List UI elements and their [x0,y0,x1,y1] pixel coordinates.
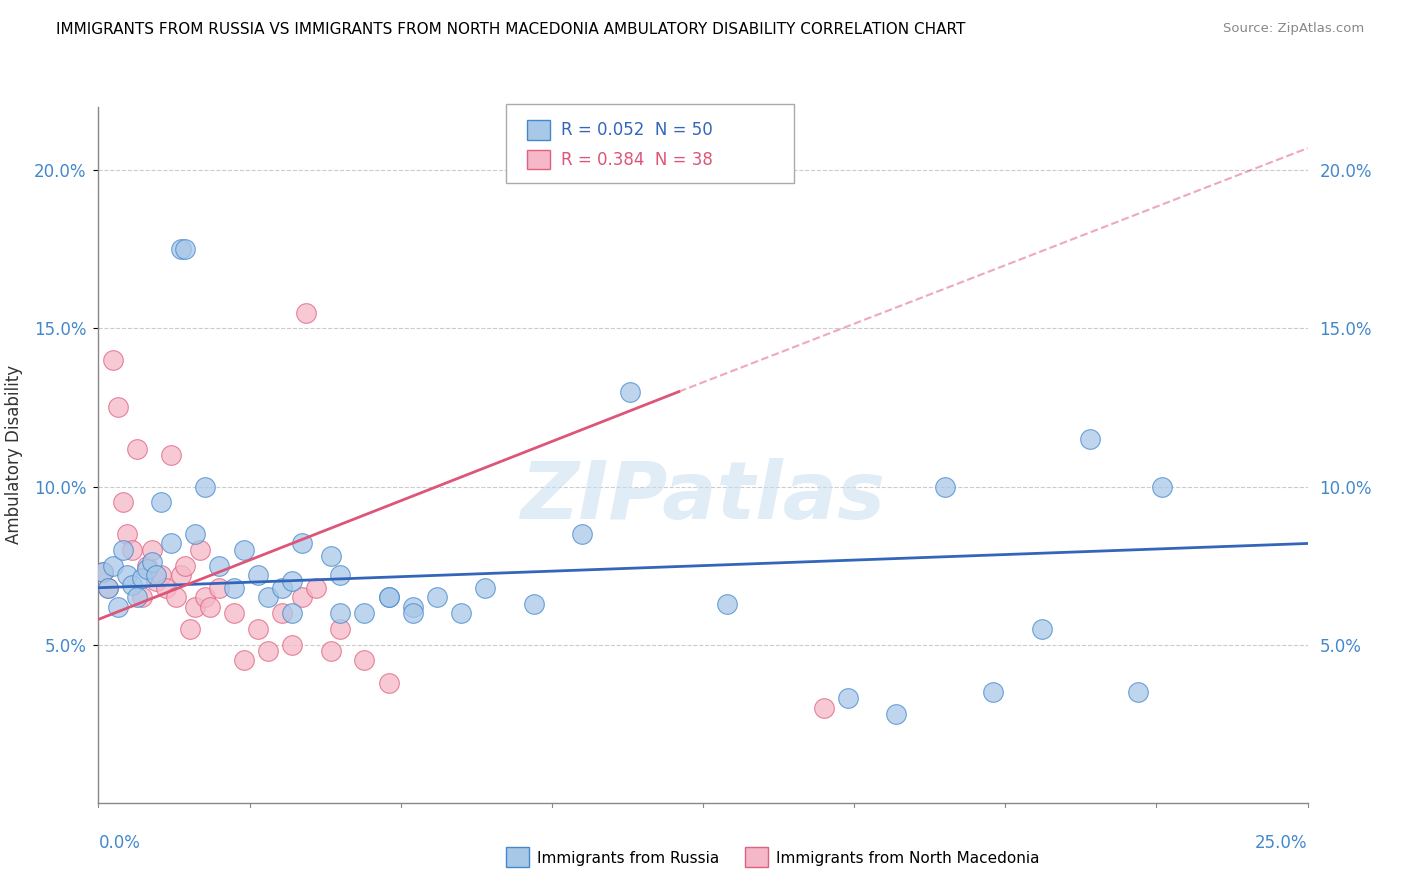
Point [295,305,318,319]
Point [232,653,254,667]
Text: 0.0%: 0.0% [98,834,141,852]
Point [377,591,399,605]
Point [117,568,139,582]
Point [305,581,328,595]
Point [426,591,449,605]
Point [141,556,163,570]
Point [111,495,134,509]
Point [150,568,173,582]
Point [184,599,207,614]
Point [981,685,1004,699]
Point [329,606,352,620]
Point [198,599,221,614]
Point [329,568,352,582]
Text: 25.0%: 25.0% [1256,834,1308,852]
Point [353,606,375,620]
Point [165,591,187,605]
Point [174,243,197,257]
Point [188,542,211,557]
Point [222,581,245,595]
Point [377,591,399,605]
Point [121,577,143,591]
Point [131,591,153,605]
Point [571,527,593,541]
Point [111,542,134,557]
Point [145,574,167,589]
Point [402,599,425,614]
Text: Source: ZipAtlas.com: Source: ZipAtlas.com [1223,22,1364,36]
Point [290,591,312,605]
Point [353,653,375,667]
Point [194,479,217,493]
Point [619,384,641,399]
Point [813,701,835,715]
Y-axis label: Ambulatory Disability: Ambulatory Disability [6,366,22,544]
Point [256,644,278,658]
Point [169,568,191,582]
Point [232,542,254,557]
Text: IMMIGRANTS FROM RUSSIA VS IMMIGRANTS FROM NORTH MACEDONIA AMBULATORY DISABILITY : IMMIGRANTS FROM RUSSIA VS IMMIGRANTS FRO… [56,22,966,37]
Point [271,606,294,620]
Point [145,568,167,582]
Point [194,591,217,605]
Point [247,622,270,636]
Point [1152,479,1174,493]
Point [127,591,149,605]
Point [1031,622,1053,636]
Point [271,581,294,595]
Point [716,597,738,611]
Point [837,691,859,706]
Point [222,606,245,620]
Point [160,536,183,550]
Point [107,599,129,614]
Point [184,527,207,541]
Point [290,536,312,550]
Point [208,581,231,595]
Point [135,562,157,576]
Point [208,558,231,573]
Text: ZIPatlas: ZIPatlas [520,458,886,536]
Point [160,448,183,462]
Point [97,581,120,595]
Point [1078,432,1101,446]
Point [179,622,201,636]
Point [127,442,149,456]
Text: R = 0.384  N = 38: R = 0.384 N = 38 [561,151,713,169]
Point [934,479,956,493]
Point [1128,685,1150,699]
Point [141,542,163,557]
Point [107,401,129,415]
Point [319,549,342,563]
Text: Immigrants from North Macedonia: Immigrants from North Macedonia [776,851,1039,865]
Point [402,606,425,620]
Point [281,606,304,620]
Text: Immigrants from Russia: Immigrants from Russia [537,851,720,865]
Point [121,542,143,557]
Point [329,622,352,636]
Point [886,707,908,722]
Point [474,581,496,595]
Point [117,527,139,541]
Point [135,558,157,573]
Point [101,353,124,368]
Point [97,581,120,595]
Point [281,638,304,652]
Point [150,495,173,509]
Point [281,574,304,589]
Point [247,568,270,582]
Point [169,243,191,257]
Point [319,644,342,658]
Point [91,565,114,579]
Point [155,581,177,595]
Point [174,558,197,573]
Point [377,675,399,690]
Point [91,565,114,579]
Point [131,571,153,585]
Point [101,558,124,573]
Point [450,606,472,620]
Point [523,597,546,611]
Text: R = 0.052  N = 50: R = 0.052 N = 50 [561,121,713,139]
Point [256,591,278,605]
